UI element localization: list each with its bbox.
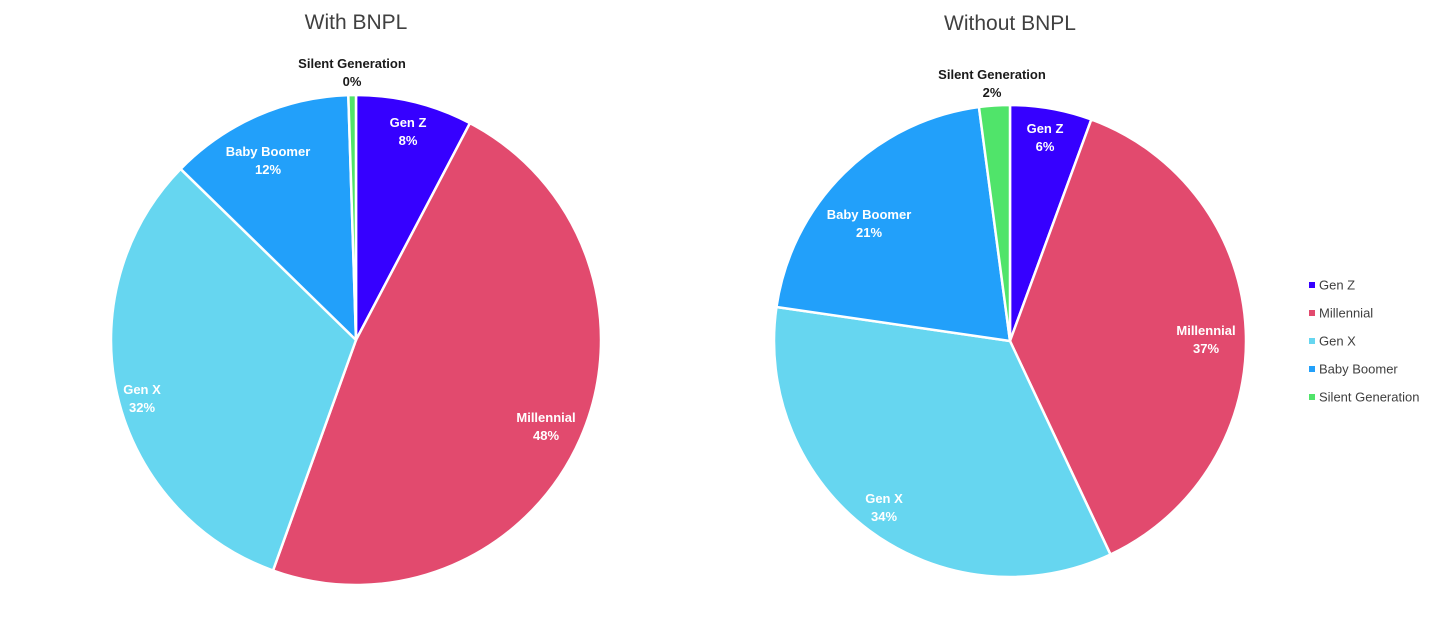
legend-label: Baby Boomer	[1319, 362, 1398, 377]
pie-chart-with-bnpl: With BNPL Gen Z 8% Millennial 48% Gen X 32% Bab…	[109, 11, 603, 587]
slice-category: Silent Generation	[938, 67, 1046, 82]
pie-slice-baby-boomer	[775, 105, 1012, 343]
legend-label: Gen X	[1319, 334, 1356, 349]
legend: Gen Z Millennial Gen X Baby Boomer Silent Ge…	[1309, 278, 1419, 405]
slice-label-gen-z: Gen Z 6%	[1027, 121, 1064, 154]
slice-value: 34%	[871, 509, 897, 524]
slice-category: Gen X	[123, 382, 161, 397]
legend-swatch	[1309, 282, 1315, 288]
legend-label: Millennial	[1319, 306, 1373, 321]
slice-category: Baby Boomer	[226, 144, 311, 159]
slice-label-millennial: Millennial 37%	[1176, 323, 1235, 356]
pie-slice-gen-x	[772, 305, 1112, 579]
slice-value: 8%	[399, 133, 418, 148]
slice-category: Silent Generation	[298, 56, 406, 71]
slice-value: 37%	[1193, 341, 1219, 356]
legend-item-gen-z: Gen Z	[1309, 278, 1355, 293]
legend-item-gen-x: Gen X	[1309, 334, 1356, 349]
slice-label-millennial: Millennial 48%	[516, 410, 575, 443]
slice-label-silent-generation: Silent Generation 2%	[938, 67, 1046, 100]
legend-item-baby-boomer: Baby Boomer	[1309, 362, 1398, 377]
pie-slice-gen-z	[354, 93, 472, 342]
pie-slice-millennial	[271, 121, 603, 587]
slice-category: Gen Z	[1027, 121, 1064, 136]
slice-category: Millennial	[516, 410, 575, 425]
slice-value: 21%	[856, 225, 882, 240]
legend-label: Silent Generation	[1319, 390, 1419, 405]
slice-category: Gen Z	[390, 115, 427, 130]
slice-value: 0%	[343, 74, 362, 89]
pie-slice-gen-x	[109, 167, 358, 572]
slice-value: 48%	[533, 428, 559, 443]
slice-label-gen-x: Gen X 34%	[865, 491, 903, 524]
slice-label-baby-boomer: Baby Boomer 21%	[827, 207, 912, 240]
slice-category: Gen X	[865, 491, 903, 506]
legend-swatch	[1309, 310, 1315, 316]
pie-chart-without-bnpl: Without BNPL Gen Z 6% Millennial 37% Gen X 34%…	[772, 12, 1248, 579]
slice-label-baby-boomer: Baby Boomer 12%	[226, 144, 311, 177]
slice-value: 32%	[129, 400, 155, 415]
slice-category: Baby Boomer	[827, 207, 912, 222]
slice-value: 12%	[255, 162, 281, 177]
legend-swatch	[1309, 338, 1315, 344]
legend-swatch	[1309, 394, 1315, 400]
slice-label-silent-generation: Silent Generation 0%	[298, 56, 406, 89]
slice-label-gen-x: Gen X 32%	[123, 382, 161, 415]
chart-title: Without BNPL	[944, 12, 1076, 35]
pie-slice-silent-generation	[977, 103, 1012, 343]
legend-item-silent-generation: Silent Generation	[1309, 390, 1419, 405]
slice-value: 2%	[983, 85, 1002, 100]
pie-slice-silent-generation	[347, 93, 358, 342]
pie-slice-millennial	[1008, 118, 1248, 556]
slice-value: 6%	[1036, 139, 1055, 154]
slice-category: Millennial	[1176, 323, 1235, 338]
legend-item-millennial: Millennial	[1309, 306, 1373, 321]
legend-label: Gen Z	[1319, 278, 1355, 293]
slice-label-gen-z: Gen Z 8%	[390, 115, 427, 148]
chart-title: With BNPL	[305, 11, 408, 34]
pie-slice-baby-boomer	[179, 93, 358, 342]
legend-swatch	[1309, 366, 1315, 372]
